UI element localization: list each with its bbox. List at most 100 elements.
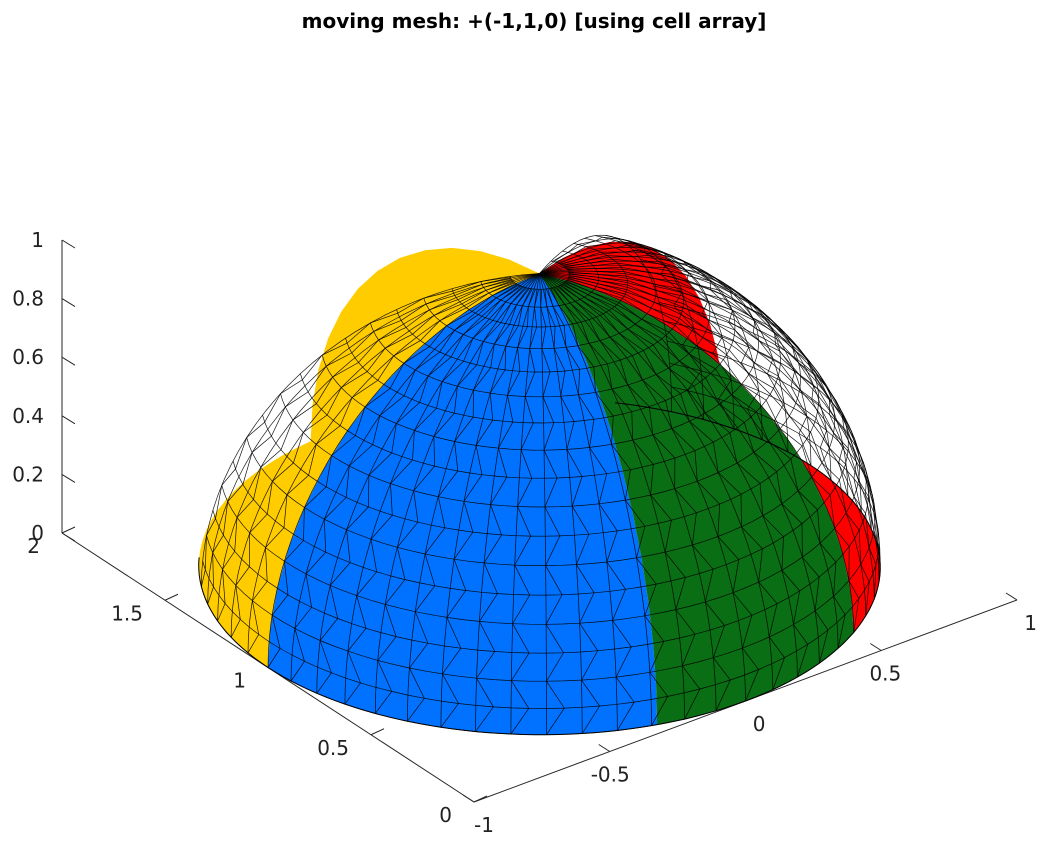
mesh-meridian: [539, 273, 820, 664]
chart-title: moving mesh: +(-1,1,0) [using cell array…: [302, 9, 767, 33]
mesh-diagonal: [557, 244, 763, 440]
mesh-diagonal: [566, 280, 846, 649]
mesh-diagonal: [558, 285, 760, 702]
mesh-meridian: [539, 256, 812, 466]
x-tick-label: 0.5: [869, 662, 901, 686]
mesh-meridian: [539, 273, 547, 735]
mesh-meridian: [267, 273, 540, 668]
mesh-diagonal: [316, 285, 522, 694]
mesh-diagonal: [555, 240, 735, 430]
x-tick-mark: [869, 643, 882, 651]
mesh-meridian: [539, 273, 867, 616]
mesh-diagonal: [567, 270, 872, 529]
y-tick-label: 2: [27, 534, 40, 558]
mesh-diagonal: [290, 284, 520, 682]
mesh-meridian: [539, 273, 881, 564]
hemisphere-surface: [198, 234, 881, 736]
mesh-meridian: [207, 273, 540, 605]
mesh-meridian: [539, 273, 774, 690]
mesh-meridian: [539, 251, 789, 453]
mesh-diagonal: [562, 255, 812, 466]
mesh-diagonal: [207, 278, 512, 605]
mesh-diagonal: [407, 288, 530, 722]
mesh-diagonal: [568, 271, 878, 547]
mesh-diagonal: [510, 289, 539, 735]
mesh-diagonal: [564, 282, 829, 664]
z-tick-mark: [61, 356, 76, 366]
z-tick-label: 0.6: [12, 345, 44, 369]
mesh-meridian: [217, 273, 540, 622]
y-tick-label: 0: [439, 803, 452, 827]
mesh-diagonal: [564, 258, 832, 481]
y-tick-mark: [473, 795, 488, 803]
mesh-diagonal: [569, 273, 881, 564]
mesh-meridian: [539, 273, 717, 711]
mesh-diagonal: [555, 286, 731, 711]
mesh-meridian: [374, 273, 540, 714]
mesh-diagonal: [217, 279, 513, 622]
z-tick-label: 1: [31, 228, 44, 252]
x-tick-label: -1: [474, 813, 494, 837]
mesh-diagonal: [560, 284, 785, 690]
mesh-diagonal: [230, 281, 514, 638]
z-tick-mark: [61, 239, 76, 249]
y-tick-mark: [61, 526, 76, 534]
mesh-diagonal: [568, 277, 870, 616]
z-tick-label: 0.4: [12, 404, 44, 428]
mesh-meridian: [539, 273, 839, 649]
x-tick-mark: [598, 744, 611, 752]
mesh-meridian: [539, 238, 705, 420]
mesh-meridian: [201, 273, 540, 587]
mesh-meridian: [539, 273, 618, 731]
z-tick-mark: [61, 532, 76, 542]
mesh-meridian: [539, 273, 798, 678]
mesh-diagonal: [569, 274, 880, 582]
z-tick-mark: [61, 415, 76, 425]
mesh-diagonal: [560, 249, 789, 453]
mesh-diagonal: [201, 276, 511, 587]
red-patch: [539, 241, 881, 633]
mesh-meridian: [539, 273, 685, 720]
mesh-meridian: [539, 273, 875, 599]
mesh-meridian: [539, 273, 583, 734]
mesh-meridian: [539, 246, 763, 440]
mesh-diagonal: [552, 236, 705, 420]
mesh-meridian: [539, 273, 746, 702]
mesh-diagonal: [544, 289, 601, 734]
mesh-meridian: [510, 273, 540, 735]
z-tick-label: 0.8: [12, 287, 44, 311]
mesh-meridian: [407, 273, 540, 722]
mesh-meridian: [539, 273, 652, 726]
mesh-diagonal: [540, 289, 565, 735]
mesh-diagonal: [267, 283, 517, 668]
mesh-diagonal: [344, 286, 525, 705]
mesh-diagonal: [553, 287, 701, 720]
mesh-diagonal: [475, 288, 536, 732]
mesh-meridian: [539, 268, 862, 513]
z-tick-label: 0: [31, 521, 44, 545]
z-tick-label: 0.2: [12, 462, 44, 486]
z-tick-mark: [61, 473, 76, 483]
mesh-meridian: [539, 273, 855, 633]
y-tick-mark: [370, 728, 385, 736]
y-tick-mark: [164, 593, 179, 601]
mesh-meridian: [475, 273, 540, 732]
z-tick-mark: [61, 298, 76, 308]
mesh-diagonal: [567, 279, 860, 633]
mesh-meridian: [290, 273, 540, 682]
mesh-meridian: [247, 273, 540, 653]
y-tick-label: 1: [233, 669, 246, 693]
y-tick-label: 1.5: [111, 601, 143, 625]
x-tick-label: 0: [753, 712, 766, 736]
mesh-meridian: [316, 273, 540, 694]
base-rim: [198, 402, 881, 736]
mesh-meridian: [440, 273, 540, 728]
mesh-diagonal: [547, 288, 635, 731]
y-tick-label: 0.5: [317, 736, 349, 760]
mesh-meridian: [539, 264, 849, 496]
mesh-diagonal: [562, 283, 809, 678]
x-tick-mark: [1005, 592, 1018, 601]
mesh-meridian: [539, 234, 672, 412]
